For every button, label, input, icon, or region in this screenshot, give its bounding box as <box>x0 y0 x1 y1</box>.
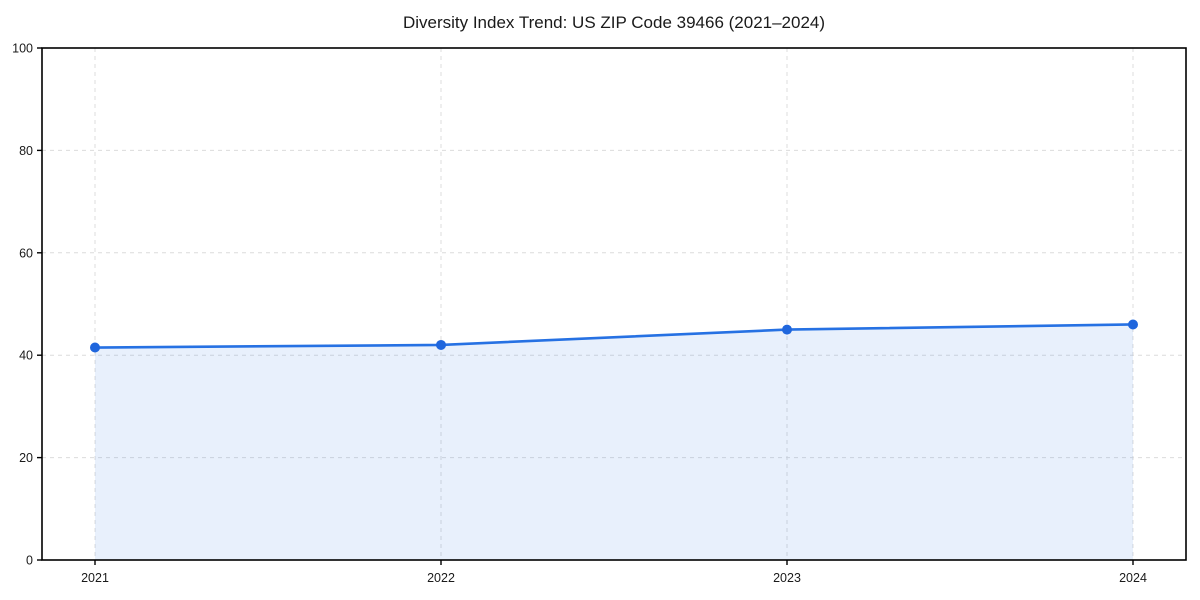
chart-title: Diversity Index Trend: US ZIP Code 39466… <box>402 13 826 32</box>
y-tick-label-100: 100 <box>12 42 33 56</box>
x-tick-label-2024: 2024 <box>1119 571 1147 585</box>
y-tick-label-20: 20 <box>19 451 33 465</box>
data-point-2023 <box>782 324 792 335</box>
y-tick-label-0: 0 <box>26 554 33 568</box>
y-tick-label-80: 80 <box>19 144 33 158</box>
x-tick-label-2021: 2021 <box>81 571 109 585</box>
plot-border <box>41 47 1187 561</box>
data-point-2022 <box>436 339 446 350</box>
data-point-2021 <box>90 342 100 353</box>
trend-line <box>93 323 1135 349</box>
data-point-2024 <box>1128 319 1138 330</box>
x-tick-label-2023: 2023 <box>773 571 801 585</box>
y-tick-label-60: 60 <box>19 246 33 260</box>
y-tick-label-40: 40 <box>19 349 33 363</box>
x-tick-label-2022: 2022 <box>427 571 455 585</box>
area-fill <box>95 324 1133 560</box>
